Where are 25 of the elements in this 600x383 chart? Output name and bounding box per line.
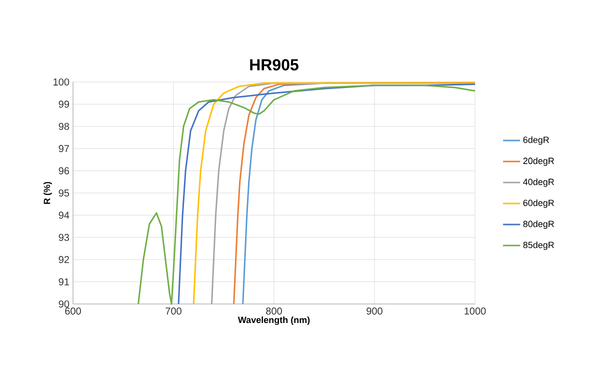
y-tick-label: 99 bbox=[58, 100, 70, 108]
y-tick-label: 92 bbox=[58, 256, 69, 264]
x-tick-label: 1000 bbox=[464, 308, 486, 315]
x-tick-label: 600 bbox=[65, 308, 81, 315]
legend-label: 85degR bbox=[523, 242, 554, 250]
y-tick-label: 100 bbox=[54, 78, 70, 86]
legend-label: 40degR bbox=[523, 178, 554, 187]
x-axis-title: Wavelength (nm) bbox=[238, 316, 310, 325]
y-tick-label: 98 bbox=[58, 122, 70, 130]
x-tick-label: 800 bbox=[266, 308, 282, 315]
chart-title: HR905 bbox=[250, 59, 298, 70]
y-tick-label: 90 bbox=[58, 300, 70, 308]
y-tick-label: 95 bbox=[58, 189, 70, 197]
y-tick-label: 96 bbox=[58, 167, 70, 174]
y-tick-label: 93 bbox=[58, 234, 70, 241]
y-axis-title: R (%) bbox=[44, 182, 52, 204]
y-tick-label: 97 bbox=[58, 145, 69, 152]
legend-label: 6degR bbox=[523, 136, 549, 145]
legend-label: 20degR bbox=[523, 157, 554, 166]
x-tick-label: 900 bbox=[366, 308, 382, 315]
legend-label: 80degR bbox=[523, 220, 554, 229]
legend-label: 60degR bbox=[523, 199, 554, 208]
x-tick-label: 700 bbox=[166, 308, 182, 315]
y-tick-label: 91 bbox=[58, 278, 69, 286]
y-tick-label: 94 bbox=[58, 212, 70, 219]
